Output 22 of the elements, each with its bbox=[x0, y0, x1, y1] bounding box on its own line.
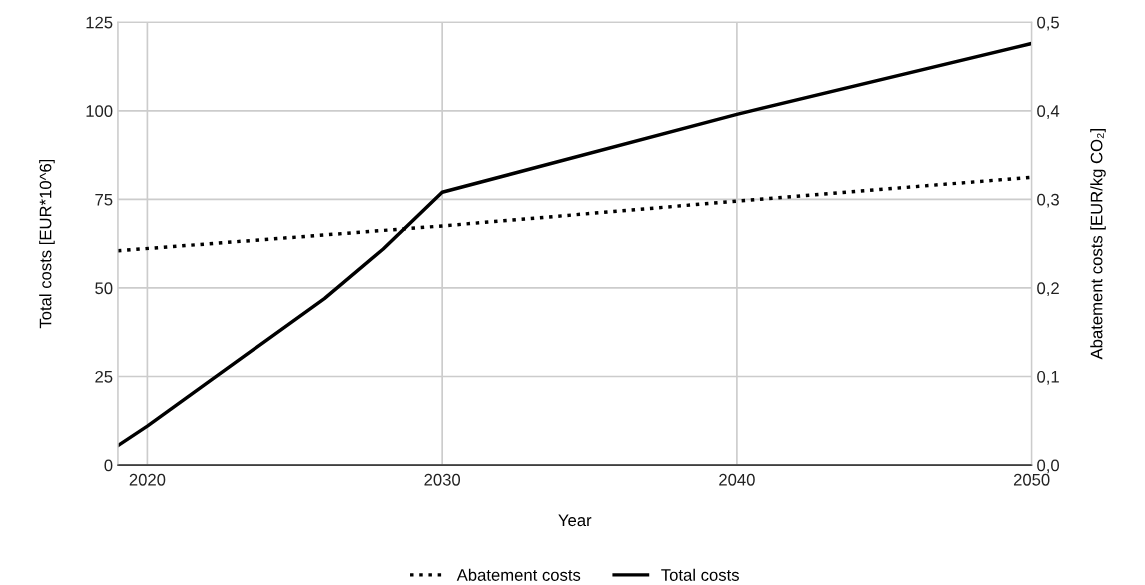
legend-label: Total costs bbox=[661, 568, 739, 581]
line-series bbox=[117, 41, 1032, 448]
x-axis-title: Year bbox=[558, 514, 592, 527]
y-tick-label: 125 bbox=[86, 16, 113, 29]
x-tick-label: 2030 bbox=[424, 473, 461, 486]
y2-tick-label: 0,5 bbox=[1037, 16, 1059, 31]
y-tick-label: 50 bbox=[95, 282, 113, 295]
y-tick-label: 0 bbox=[104, 459, 113, 472]
y2-tick-label: 0,0 bbox=[1037, 459, 1060, 474]
y-axis-title: Total costs [EUR*10^6] bbox=[39, 159, 55, 329]
y2-axis-title: Abatement costs [EUR/kg CO₂] bbox=[1090, 129, 1106, 360]
y2-tick-label: 0,1 bbox=[1037, 370, 1059, 385]
y2-tick-label: 0,2 bbox=[1037, 282, 1059, 297]
x-tick-label: 2020 bbox=[129, 473, 166, 486]
x-tick-label: 2040 bbox=[719, 473, 755, 486]
y-tick-label: 25 bbox=[95, 370, 113, 383]
y2-tick-label: 0,4 bbox=[1037, 105, 1060, 119]
y-tick-label: 100 bbox=[86, 105, 113, 117]
legend-label: Abatement costs bbox=[456, 568, 581, 581]
y-tick-label: 75 bbox=[95, 193, 113, 206]
y2-tick-label: 0,3 bbox=[1037, 193, 1059, 208]
x-tick-label: 2050 bbox=[1013, 473, 1050, 486]
